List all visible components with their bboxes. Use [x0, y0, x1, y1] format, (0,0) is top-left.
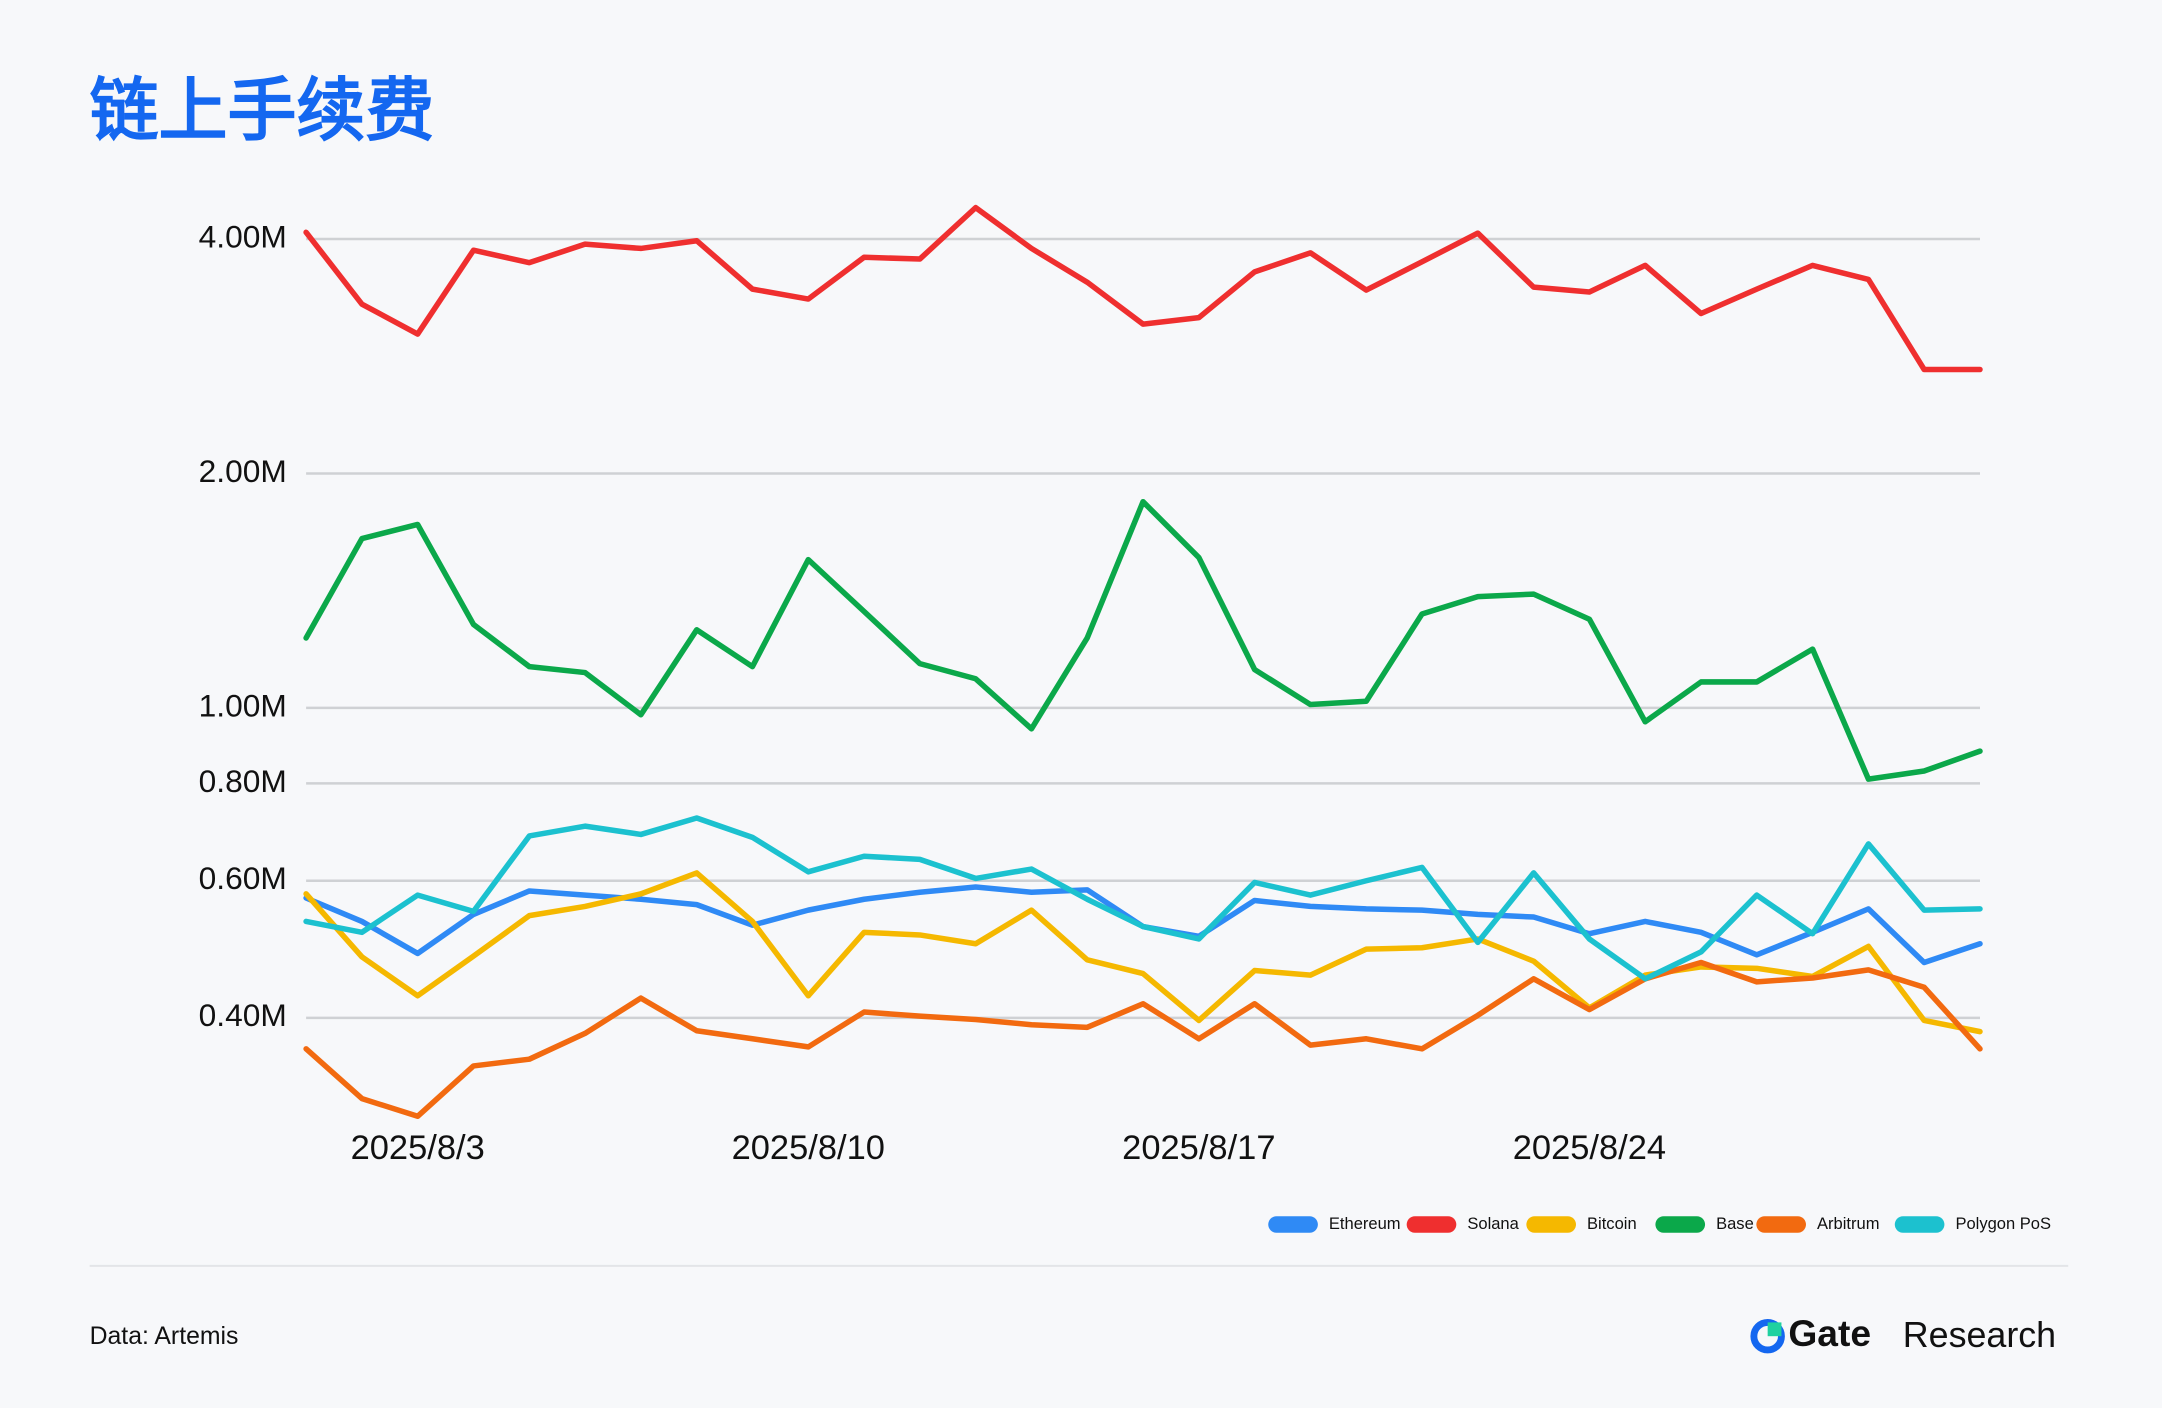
legend: Ethereum Solana Bitcoin Base Arbitrum Polygon…	[1268, 1214, 2051, 1233]
y-tick-label: 2.00M	[199, 453, 287, 489]
brand-logo: Gate Research	[1750, 1312, 2056, 1355]
chart-title: 链上手续费	[90, 72, 435, 149]
legend-swatch	[1655, 1216, 1706, 1233]
y-tick-label: 0.40M	[199, 997, 287, 1033]
brand-name: Gate	[1788, 1312, 1871, 1354]
legend-label: Solana	[1467, 1214, 1519, 1233]
legend-swatch	[1526, 1216, 1576, 1233]
legend-label: Polygon PoS	[1955, 1214, 2051, 1233]
y-tick-label: 0.80M	[199, 763, 287, 799]
y-tick-label: 1.00M	[199, 687, 287, 723]
legend-label: Ethereum	[1329, 1214, 1401, 1233]
x-tick-label: 2025/8/3	[351, 1129, 485, 1167]
legend-swatch	[1756, 1216, 1806, 1233]
legend-label: Bitcoin	[1587, 1214, 1637, 1233]
x-tick-label: 2025/8/17	[1122, 1129, 1275, 1167]
legend-swatch	[1894, 1216, 1945, 1233]
brand-suffix: Research	[1903, 1315, 2056, 1355]
x-tick-label: 2025/8/10	[732, 1129, 885, 1167]
y-tick-label: 0.60M	[199, 860, 287, 896]
y-tick-label: 4.00M	[199, 218, 287, 254]
series-line	[303, 870, 1983, 1035]
logo-icon	[1767, 1322, 1782, 1337]
source: Data: Artemis	[90, 1323, 239, 1350]
plot: 0.40M 0.60M 0.80M 1.00M 2.00M 4.00M 2025/8/3 20…	[199, 204, 2051, 1233]
legend-swatch	[1268, 1216, 1318, 1233]
series-line	[303, 959, 1983, 1120]
x-tick-label: 2025/8/24	[1513, 1129, 1666, 1167]
legend-swatch	[1406, 1216, 1457, 1233]
series-line	[303, 815, 1983, 982]
series-line	[303, 204, 1983, 373]
legend-label: Arbitrum	[1817, 1214, 1879, 1233]
series-line	[303, 498, 1983, 782]
legend-label: Base	[1716, 1214, 1754, 1233]
